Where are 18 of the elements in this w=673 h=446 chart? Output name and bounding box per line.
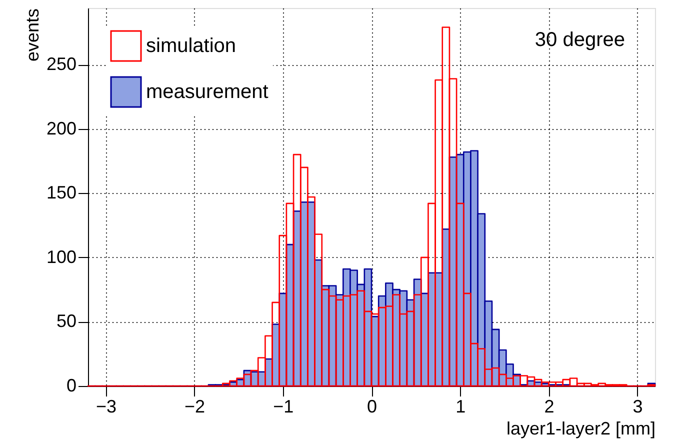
x-axis-title: layer1-layer2 [mm]: [506, 418, 656, 438]
legend-label: simulation: [146, 35, 236, 57]
y-tick-label: 0: [66, 376, 76, 396]
x-tick-label: −1: [273, 396, 294, 416]
x-tick-label: 2: [544, 396, 554, 416]
annotation: 30 degree: [534, 29, 625, 51]
y-tick-label: 200: [46, 118, 76, 138]
x-tick-label: 0: [366, 396, 378, 416]
y-tick-label: 250: [46, 54, 76, 74]
y-axis-title: events: [22, 8, 42, 62]
x-tick-label: −3: [96, 396, 116, 416]
y-tick-label: 150: [46, 182, 76, 203]
x-tick-label: 1: [456, 396, 466, 416]
x-tick-label: −2: [184, 396, 206, 416]
legend-label: measurement: [146, 81, 269, 103]
y-tick-label: 100: [46, 246, 76, 267]
x-tick-label: 3: [632, 396, 643, 416]
y-tick-label: 50: [56, 311, 76, 332]
